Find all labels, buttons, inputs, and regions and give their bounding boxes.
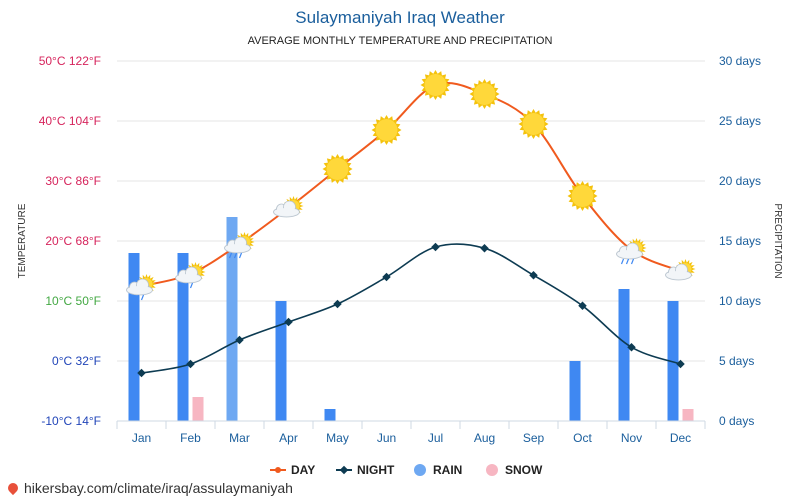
x-tick-label: Jul — [428, 431, 443, 445]
sun-icon — [322, 154, 353, 184]
x-tick-label: Jun — [377, 431, 396, 445]
night-point — [529, 270, 538, 280]
partly-cloudy-rain-icon — [224, 232, 255, 259]
x-tick-label: Sep — [523, 431, 545, 445]
axis-layer: 50°C 122°F 40°C 104°F 30°C 86°F 20°C 68°F 10… — [39, 54, 761, 445]
legend-item-day[interactable]: DAY — [270, 463, 315, 477]
x-tick-label: Aug — [474, 431, 495, 445]
legend-label: DAY — [291, 463, 315, 477]
x-tick-label: May — [326, 431, 349, 445]
x-tick-label: Oct — [573, 431, 592, 445]
partly-cloudy-icon — [665, 259, 696, 281]
rain-bar — [569, 361, 581, 421]
partly-cloudy-icon — [273, 196, 304, 218]
partly-cloudy-rain-icon — [126, 274, 157, 301]
y-axis-right-label: PRECIPITATION — [772, 203, 783, 278]
rain-bar — [324, 409, 336, 421]
legend-label: SNOW — [505, 463, 543, 477]
x-tick-label: Mar — [229, 431, 250, 445]
night-point — [284, 317, 293, 327]
y-left-tick-label: 50°C 122°F — [39, 54, 101, 68]
footer-url[interactable]: hikersbay.com/climate/iraq/assulaymaniya… — [24, 480, 293, 496]
bars-layer — [128, 217, 694, 421]
snow-bar — [682, 409, 694, 421]
lines-layer — [137, 81, 685, 378]
rain-bar — [275, 301, 287, 421]
y-right-tick-label: 25 days — [719, 114, 761, 128]
y-right-tick-label: 15 days — [719, 234, 761, 248]
night-point — [186, 359, 195, 369]
x-tick-label: Feb — [180, 431, 201, 445]
legend: DAY NIGHT RAIN SNOW — [270, 463, 543, 477]
y-right-tick-label: 20 days — [719, 174, 761, 188]
sun-icon — [567, 181, 598, 211]
night-point — [480, 243, 489, 253]
night-line — [141, 243, 681, 374]
snow-bar — [192, 397, 204, 421]
sun-icon — [420, 70, 451, 100]
sun-icon — [518, 109, 549, 139]
footer[interactable]: hikersbay.com/climate/iraq/assulaymaniya… — [5, 480, 293, 496]
rain-bar — [618, 289, 630, 421]
legend-item-rain[interactable]: RAIN — [414, 463, 462, 477]
y-left-tick-label: 20°C 68°F — [45, 234, 101, 248]
y-right-tick-label: 10 days — [719, 294, 761, 308]
y-right-tick-label: 5 days — [719, 354, 754, 368]
night-point — [578, 301, 587, 311]
rain-bar — [177, 253, 189, 421]
y-left-tick-label: 30°C 86°F — [45, 174, 101, 188]
y-axis-left-label: TEMPERATURE — [17, 203, 28, 278]
legend-item-snow[interactable]: SNOW — [486, 463, 543, 477]
night-point — [333, 299, 342, 309]
night-point — [676, 359, 685, 369]
y-left-tick-label: 0°C 32°F — [52, 354, 101, 368]
icons-layer — [126, 70, 696, 301]
location-pin-icon — [5, 480, 21, 496]
rain-bar — [128, 253, 140, 421]
night-point — [137, 368, 146, 378]
x-tick-label: Apr — [279, 431, 298, 445]
grid-layer — [117, 60, 705, 422]
x-tick-label: Dec — [670, 431, 691, 445]
legend-label: RAIN — [433, 463, 462, 477]
legend-item-night[interactable]: NIGHT — [336, 463, 395, 477]
y-left-tick-label: 40°C 104°F — [39, 114, 101, 128]
rain-bar — [226, 217, 238, 421]
chart-title: Sulaymaniyah Iraq Weather — [295, 8, 505, 27]
y-left-tick-label: -10°C 14°F — [41, 414, 101, 428]
partly-cloudy-rain-icon — [175, 262, 206, 289]
sun-icon — [469, 79, 500, 109]
night-point — [382, 272, 391, 282]
night-point — [627, 342, 636, 352]
rain-bar — [667, 301, 679, 421]
night-point — [431, 242, 440, 252]
legend-label: NIGHT — [357, 463, 395, 477]
x-tick-label: Jan — [132, 431, 151, 445]
y-right-tick-label: 30 days — [719, 54, 761, 68]
day-line — [141, 81, 681, 287]
night-point — [235, 335, 244, 345]
chart-subtitle: AVERAGE MONTHLY TEMPERATURE AND PRECIPIT… — [247, 35, 553, 47]
y-right-tick-label: 0 days — [719, 414, 754, 428]
y-left-tick-label: 10°C 50°F — [45, 294, 101, 308]
x-tick-label: Nov — [621, 431, 642, 445]
sun-icon — [371, 115, 402, 145]
partly-cloudy-rain-icon — [616, 238, 647, 265]
